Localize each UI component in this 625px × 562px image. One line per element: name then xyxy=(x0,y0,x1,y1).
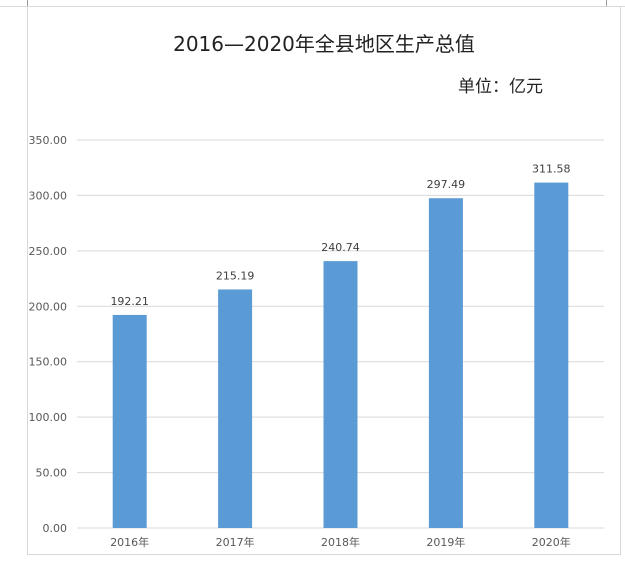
x-tick-label: 2018年 xyxy=(321,535,360,549)
x-tick-label: 2020年 xyxy=(532,535,571,549)
page-corner-mark-left xyxy=(21,0,28,6)
y-tick-label: 150.00 xyxy=(29,356,68,369)
y-tick-label: 0.00 xyxy=(43,522,68,535)
bar xyxy=(218,289,253,528)
data-label: 311.58 xyxy=(532,163,571,176)
bar xyxy=(428,198,463,528)
x-tick-label: 2019年 xyxy=(426,535,465,549)
y-tick-label: 300.00 xyxy=(29,189,68,202)
chart-border-top xyxy=(0,6,625,7)
bar xyxy=(534,182,569,528)
data-label: 215.19 xyxy=(216,269,255,282)
data-label: 192.21 xyxy=(110,295,149,308)
y-tick-label: 200.00 xyxy=(29,300,68,313)
bar xyxy=(112,314,147,528)
chart-border-bottom xyxy=(27,554,621,555)
y-tick-label: 50.00 xyxy=(36,467,68,480)
y-tick-label: 250.00 xyxy=(29,245,68,258)
bar xyxy=(323,261,358,528)
chart-border-left xyxy=(27,6,28,554)
chart-border-right xyxy=(620,6,621,554)
page-corner-mark-right xyxy=(606,0,613,6)
x-tick-label: 2016年 xyxy=(110,535,149,549)
y-tick-label: 350.00 xyxy=(29,134,68,147)
data-label: 240.74 xyxy=(321,241,360,254)
x-tick-label: 2017年 xyxy=(216,535,255,549)
chart-title: 2016—2020年全县地区生产总值 xyxy=(173,32,475,56)
y-tick-label: 100.00 xyxy=(29,411,68,424)
data-label: 297.49 xyxy=(427,178,466,191)
unit-label: 单位：亿元 xyxy=(458,77,543,97)
